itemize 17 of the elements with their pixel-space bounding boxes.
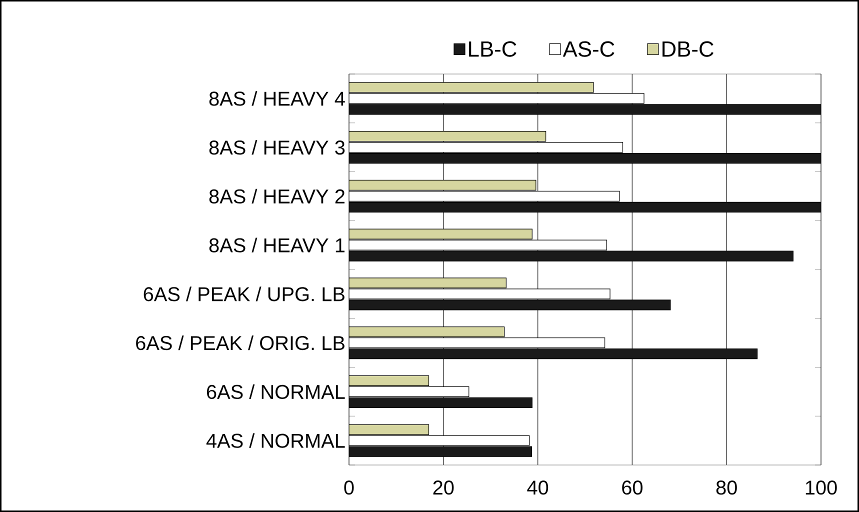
x-tick-label: 60 [622, 480, 642, 495]
legend-label: AS-C [562, 41, 614, 57]
x-tick-label: 100 [806, 480, 837, 495]
x-tick-label: 0 [344, 480, 354, 495]
legend-label: LB-C [469, 41, 516, 57]
y-tick-label: 6AS / PEAK / UPG. LB [144, 286, 344, 302]
y-tick-label: 6AS / PEAK / ORIG. LB [136, 336, 344, 350]
x-tick-label: 20 [433, 480, 454, 495]
y-tick-label: 6AS / NORMAL [206, 384, 345, 400]
x-tick-label: 40 [527, 480, 548, 495]
x-tick-label: 80 [716, 480, 737, 495]
y-tick-label: 8AS / HEAVY 4 [209, 91, 345, 106]
y-tick-label: 8AS / HEAVY 2 [209, 188, 344, 204]
y-tick-label: 8AS / HEAVY 1 [209, 238, 344, 252]
y-tick-label: 8AS / HEAVY 3 [209, 140, 345, 155]
legend-label: DB-C [662, 41, 714, 57]
y-tick-label: 4AS / NORMAL [206, 433, 345, 448]
